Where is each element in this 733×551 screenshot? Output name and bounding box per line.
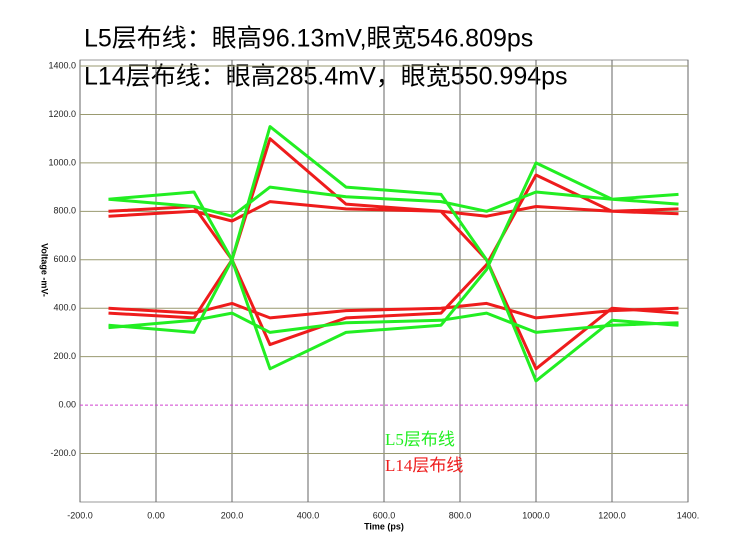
x-tick-label: 400.0 (297, 510, 320, 520)
y-tick-label: 1200.0 (48, 109, 76, 119)
y-tick-label: 200.0 (53, 351, 76, 361)
y-tick-label: 400.0 (53, 303, 76, 313)
x-tick-label: 0.00 (147, 510, 165, 520)
x-tick-label: 800.0 (449, 510, 472, 520)
chart-title: L5层布线：眼高96.13mV,眼宽546.809ps (84, 25, 533, 53)
y-tick-label: 0.00 (58, 399, 76, 409)
chart-subtitle: L14层布线：眼高285.4mV，眼宽550.994ps (84, 63, 568, 91)
eye-trace (108, 125, 679, 383)
y-tick-label: 1000.0 (48, 157, 76, 167)
legend-entry: L5层布线 (385, 430, 455, 449)
eye-trace (108, 137, 679, 371)
x-tick-label: 200.0 (221, 510, 244, 520)
x-tick-label: 1000.0 (522, 510, 550, 520)
x-axis-label: Time (ps) (364, 521, 404, 531)
x-tick-label: 1200.0 (598, 510, 626, 520)
y-axis-label: Voltage -mV- (40, 243, 50, 297)
legend-entry: L14层布线 (385, 456, 463, 475)
x-tick-label: 600.0 (373, 510, 396, 520)
y-tick-label: 600.0 (53, 254, 76, 264)
y-tick-label: 1400.0 (48, 60, 76, 70)
y-tick-label: -200.0 (50, 448, 76, 458)
x-tick-label: 1400. (677, 510, 700, 520)
y-tick-label: 800.0 (53, 206, 76, 216)
x-tick-label: -200.0 (67, 510, 93, 520)
